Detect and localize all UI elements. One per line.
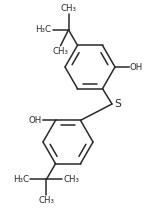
Text: CH₃: CH₃ [63, 175, 80, 184]
Text: CH₃: CH₃ [52, 47, 69, 56]
Text: H₃C: H₃C [35, 25, 52, 34]
Text: CH₃: CH₃ [61, 4, 76, 13]
Text: H₃C: H₃C [14, 175, 30, 184]
Text: CH₃: CH₃ [38, 196, 55, 205]
Text: S: S [114, 99, 121, 109]
Text: OH: OH [28, 116, 41, 125]
Text: OH: OH [130, 63, 143, 71]
